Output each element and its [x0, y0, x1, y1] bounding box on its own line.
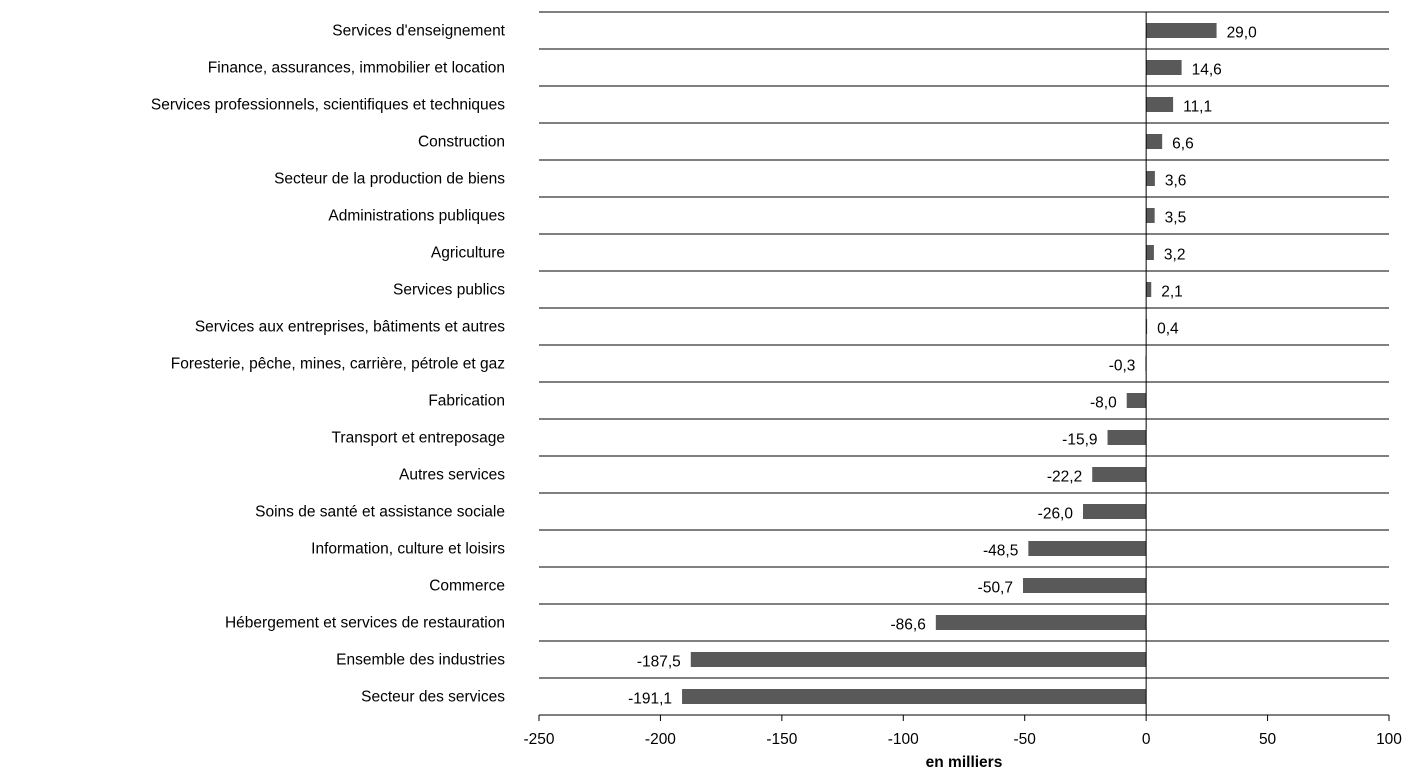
row-separators [539, 11, 1389, 716]
value-label: 11,1 [1183, 99, 1212, 116]
value-label: 3,5 [1165, 210, 1187, 227]
bar [1146, 171, 1155, 186]
category-label: Secteur de la production de biens [274, 171, 505, 188]
value-label: -86,6 [890, 617, 925, 634]
x-axis: -250 -200 -150 -100 -50 0 50 100 [523, 12, 1402, 748]
value-label: 6,6 [1172, 136, 1194, 153]
category-label: Secteur des services [361, 689, 505, 706]
category-label: Commerce [429, 578, 505, 595]
value-label: -15,9 [1062, 432, 1097, 449]
x-tick-label: 100 [1376, 731, 1402, 748]
bars [682, 23, 1217, 704]
bar [1146, 208, 1155, 223]
category-label: Foresterie, pêche, mines, carrière, pétr… [171, 356, 505, 373]
bar [1092, 467, 1147, 482]
category-label: Hébergement et services de restauration [225, 615, 505, 632]
value-label: -50,7 [978, 580, 1013, 597]
value-label: -8,0 [1090, 395, 1117, 412]
x-tick-label: -100 [888, 731, 919, 748]
category-label: Finance, assurances, immobilier et locat… [208, 60, 505, 77]
category-label: Information, culture et loisirs [311, 541, 505, 558]
value-label: 14,6 [1192, 62, 1222, 79]
bar [1028, 541, 1147, 556]
bar [1146, 134, 1163, 149]
category-label: Transport et entreposage [332, 430, 505, 447]
category-label: Agriculture [431, 245, 505, 262]
value-label: 2,1 [1161, 284, 1183, 301]
value-label: 3,2 [1164, 247, 1186, 264]
bar [682, 689, 1147, 704]
x-tick-label: 0 [1142, 731, 1151, 748]
x-tick-label: -250 [523, 731, 554, 748]
category-label: Services professionnels, scientifiques e… [151, 97, 505, 114]
bar [1126, 393, 1147, 408]
category-label: Autres services [399, 467, 505, 484]
value-label: 3,6 [1165, 173, 1187, 190]
bar [1146, 97, 1174, 112]
value-label: -22,2 [1047, 469, 1082, 486]
bar [1146, 282, 1152, 297]
bar [1146, 23, 1217, 38]
labels: Services d'enseignement 29,0 Finance, assu… [151, 23, 1257, 708]
value-label: -187,5 [637, 654, 681, 671]
bar [1146, 60, 1182, 75]
bar [1083, 504, 1147, 519]
value-label: -0,3 [1109, 358, 1136, 375]
category-label: Services d'enseignement [332, 23, 505, 40]
x-tick-label: 50 [1259, 731, 1277, 748]
category-label: Soins de santé et assistance sociale [255, 504, 505, 521]
x-tick-label: -150 [766, 731, 797, 748]
category-label: Administrations publiques [328, 208, 505, 225]
value-label: 0,4 [1157, 321, 1179, 338]
category-label: Ensemble des industries [336, 652, 505, 669]
bar [1107, 430, 1147, 445]
bar [935, 615, 1147, 630]
category-label: Fabrication [428, 393, 505, 410]
value-label: -48,5 [983, 543, 1018, 560]
category-label: Services publics [393, 282, 505, 299]
x-tick-label: -200 [645, 731, 676, 748]
category-label: Services aux entreprises, bâtiments et a… [195, 319, 505, 336]
value-label: -26,0 [1038, 506, 1074, 523]
bar [1023, 578, 1147, 593]
x-tick-label: -50 [1014, 731, 1037, 748]
value-label: -191,1 [628, 691, 672, 708]
value-label: 29,0 [1227, 25, 1258, 42]
x-axis-title: en milliers [926, 754, 1003, 769]
category-label: Construction [418, 134, 505, 151]
bar [690, 652, 1147, 667]
bar [1146, 245, 1154, 260]
